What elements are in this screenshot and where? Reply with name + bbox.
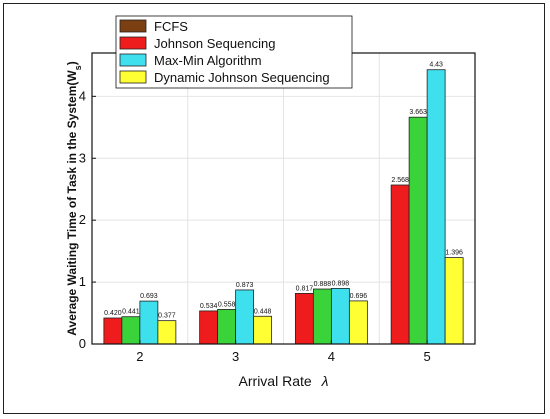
- bar: [426, 69, 446, 345]
- data-labels: 0.420 0.441 0.693 0.377 0.534 0.558 0.873 0.448…: [104, 62, 463, 320]
- x-tick-label: 5: [424, 349, 431, 364]
- x-axis-title-symbol: λ: [321, 373, 329, 389]
- data-label: 0.817: [296, 285, 314, 292]
- bar: [294, 293, 314, 345]
- data-label: 0.888: [314, 281, 332, 288]
- legend-label: FCFS: [154, 19, 188, 34]
- data-label: 0.873: [236, 282, 254, 289]
- bar: [253, 315, 273, 345]
- y-tick-label: 2: [79, 212, 86, 227]
- x-tick-label: 4: [328, 349, 335, 364]
- data-label: 0.693: [140, 293, 158, 300]
- data-label: 0.534: [200, 303, 218, 310]
- legend-label: Dynamic Johnson Sequencing: [154, 70, 330, 85]
- bar: [199, 310, 219, 345]
- legend-swatch: [119, 19, 147, 33]
- y-axis-title-subscript: s: [73, 65, 83, 70]
- bar: [103, 317, 123, 345]
- legend-swatch: [119, 53, 147, 67]
- data-label: 0.377: [158, 313, 176, 320]
- bars: [103, 69, 464, 345]
- x-tick-label: 2: [136, 349, 143, 364]
- data-label: 0.558: [218, 301, 236, 308]
- data-label: 0.696: [350, 293, 368, 300]
- y-tick-label: 3: [79, 150, 86, 165]
- data-label: 0.420: [104, 310, 122, 317]
- legend-box: [115, 15, 353, 89]
- x-axis-title-text: Arrival Rate: [239, 373, 312, 389]
- legend: FCFS Johnson Sequencing Max-Min Algorithm D…: [115, 15, 353, 89]
- data-label: 0.898: [332, 280, 350, 287]
- bar: [217, 309, 237, 345]
- legend-swatch: [119, 70, 147, 84]
- bar: [330, 288, 350, 345]
- bar: [312, 288, 332, 345]
- bar: [235, 289, 255, 345]
- bar: [348, 300, 368, 345]
- legend-swatch: [119, 36, 147, 50]
- y-tick-label: 4: [79, 88, 86, 103]
- data-label: 4.43: [429, 62, 443, 69]
- bar: [390, 184, 410, 345]
- bar: [121, 316, 141, 345]
- x-axis-ticks: 2 3 4 5: [136, 340, 431, 364]
- data-label: 0.441: [122, 309, 140, 316]
- y-tick-label: 1: [79, 274, 86, 289]
- bar: [408, 116, 428, 345]
- figure-frame: [3, 3, 545, 414]
- data-label: 1.396: [445, 250, 463, 257]
- y-axis-title: Average Waiting Time of Task in the Syst…: [65, 61, 83, 335]
- x-axis-title: Arrival Rate λ: [239, 373, 329, 389]
- bar: [139, 300, 159, 345]
- legend-label: Max-Min Algorithm: [154, 53, 262, 68]
- y-axis-ticks: 0 1 2 3 4: [79, 88, 96, 351]
- data-label: 2.568: [391, 177, 409, 184]
- legend-label: Johnson Sequencing: [154, 36, 275, 51]
- data-label: 3.663: [409, 109, 427, 116]
- y-tick-label: 0: [79, 336, 86, 351]
- x-tick-label: 3: [232, 349, 239, 364]
- data-label: 0.448: [254, 308, 272, 315]
- bar: [444, 257, 464, 345]
- bar: [157, 320, 177, 345]
- y-axis-title-text: Average Waiting Time of Task in the Syst…: [65, 70, 79, 336]
- y-axis-title-close: ): [65, 61, 79, 65]
